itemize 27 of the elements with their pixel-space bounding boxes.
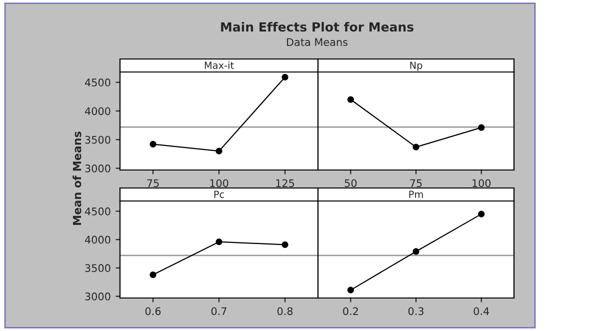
- chart-title: Pm: [409, 190, 423, 198]
- y-tick-label: 4000: [84, 236, 110, 244]
- y-tick-label: 4000: [84, 107, 110, 116]
- x-tick-label: 75: [147, 179, 159, 188]
- x-tick-label: 0.2: [343, 307, 358, 316]
- x-tick-label: 50: [344, 179, 357, 188]
- x-tick-label: 0.7: [211, 307, 226, 316]
- x-tick-label: 75: [410, 179, 422, 188]
- x-tick-label: 0.3: [408, 307, 424, 316]
- y-tick-label: 3500: [85, 264, 110, 272]
- y-tick-label: 3500: [85, 136, 110, 144]
- x-tick-label: 125: [276, 179, 294, 188]
- chart-title: Max-it: [204, 61, 234, 69]
- y-tick-label: 3000: [85, 164, 110, 172]
- x-tick-label: 100: [472, 179, 491, 188]
- x-tick-label: 0.4: [474, 307, 490, 316]
- x-tick-label: 0.6: [145, 307, 161, 316]
- x-tick-label: 100: [210, 179, 228, 188]
- chart-title: Np: [410, 62, 422, 71]
- y-tick-label: 4500: [84, 207, 110, 216]
- y-axis-title: Mean of Means: [72, 132, 82, 225]
- x-tick-label: 0.8: [277, 307, 293, 316]
- text: Main Effects Plot for Means: [221, 22, 414, 32]
- y-tick-label: 3000: [85, 292, 110, 300]
- text: Data Means: [287, 38, 348, 46]
- chart-title: Pc: [214, 190, 224, 198]
- y-tick-label: 4500: [84, 78, 110, 86]
